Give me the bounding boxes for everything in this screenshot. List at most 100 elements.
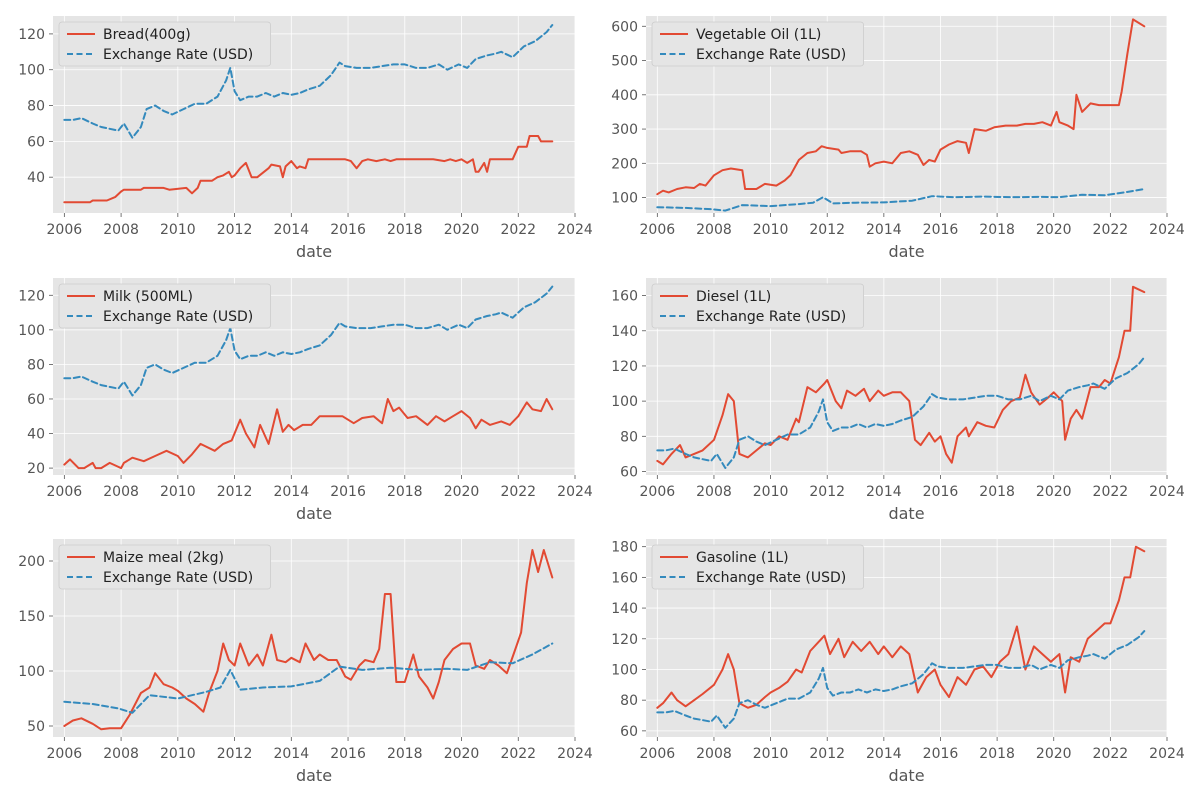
x-tick-label: 2006: [47, 746, 83, 762]
x-tick-label: 2010: [753, 484, 789, 500]
x-tick-label: 2020: [444, 484, 480, 500]
legend-entry-label: Milk (500ML): [103, 289, 193, 305]
x-tick-label: 2018: [979, 746, 1015, 762]
x-tick-label: 2018: [979, 484, 1015, 500]
x-tick-label: 2008: [696, 222, 732, 238]
y-tick-label: 80: [27, 357, 45, 373]
x-tick-label: 2014: [273, 484, 309, 500]
series-line-price: [656, 545, 1146, 709]
legend-entry-label: Vegetable Oil (1L): [696, 27, 821, 43]
x-tick-label: 2006: [47, 222, 83, 238]
y-tick-label: 60: [620, 464, 638, 480]
x-tick-label: 2012: [809, 484, 845, 500]
legend-entry-label: Exchange Rate (USD): [696, 309, 846, 325]
x-tick-label: 2022: [1093, 746, 1129, 762]
y-tick-label: 60: [27, 392, 45, 408]
y-tick-label: 100: [611, 191, 638, 207]
x-tick-label: 2010: [753, 222, 789, 238]
y-tick-label: 120: [18, 27, 45, 43]
y-tick-label: 100: [611, 662, 638, 678]
chart-panel-1: 2006 2008 2010 2012 2014 2016 2018 2020 2022 2024…: [18, 16, 593, 261]
series-line-exchange-rate: [656, 356, 1146, 469]
x-tick-label: 2016: [330, 746, 366, 762]
legend-box: [58, 21, 272, 67]
y-tick-label: 180: [611, 540, 638, 556]
legend: Milk (500ML) Exchange Rate (USD): [58, 283, 272, 329]
y-tick-label: 120: [18, 288, 45, 304]
legend-box: [58, 544, 272, 590]
x-tick-label: 2016: [330, 222, 366, 238]
x-tick-label: 2016: [330, 484, 366, 500]
x-tick-label: 2024: [557, 222, 593, 238]
y-tick-label: 120: [611, 359, 638, 375]
legend-entry-label: Exchange Rate (USD): [696, 570, 846, 586]
legend-entry-label: Diesel (1L): [696, 289, 771, 305]
x-tick-label: 2008: [696, 484, 732, 500]
series-line-price: [656, 285, 1146, 466]
y-tick-label: 40: [27, 427, 45, 443]
legend-box: [651, 21, 865, 67]
x-tick-label: 2022: [1093, 222, 1129, 238]
series-line-price: [656, 18, 1146, 196]
x-tick-label: 2010: [160, 484, 196, 500]
x-tick-label: 2018: [387, 484, 423, 500]
x-tick-label: 2012: [217, 484, 253, 500]
legend: Bread(400g) Exchange Rate (USD): [58, 21, 272, 67]
x-tick-label: 2006: [640, 746, 676, 762]
y-tick-label: 300: [611, 122, 638, 138]
y-tick-label: 80: [620, 693, 638, 709]
chart-panel-3: 2006 2008 2010 2012 2014 2016 2018 2020 2022 2024…: [18, 278, 593, 523]
x-tick-label: 2024: [1149, 746, 1185, 762]
y-tick-label: 140: [611, 601, 638, 617]
series-line-price: [63, 549, 554, 731]
y-tick-label: 60: [27, 134, 45, 150]
y-tick-label: 200: [18, 554, 45, 570]
legend-entry-label: Exchange Rate (USD): [696, 47, 846, 63]
chart-panel-6: 2006 2008 2010 2012 2014 2016 2018 2020 2022 2024…: [611, 539, 1185, 785]
y-tick-label: 160: [611, 570, 638, 586]
x-tick-label: 2020: [1036, 222, 1072, 238]
x-tick-label: 2022: [500, 484, 536, 500]
y-tick-label: 150: [18, 609, 45, 625]
y-tick-label: 100: [18, 664, 45, 680]
x-axis-title: date: [296, 766, 332, 785]
chart-panel-2: 2006 2008 2010 2012 2014 2016 2018 2020 2022 2024…: [611, 16, 1185, 261]
y-tick-label: 100: [18, 63, 45, 79]
legend-entry-label: Bread(400g): [103, 27, 191, 43]
x-axis-title: date: [888, 242, 924, 261]
x-tick-label: 2016: [923, 484, 959, 500]
x-axis-title: date: [888, 504, 924, 523]
y-tick-label: 80: [620, 429, 638, 445]
x-tick-label: 2008: [103, 222, 139, 238]
x-tick-label: 2012: [809, 222, 845, 238]
y-tick-label: 500: [611, 54, 638, 70]
legend-box: [58, 283, 272, 329]
x-tick-label: 2020: [1036, 746, 1072, 762]
x-tick-label: 2014: [866, 222, 902, 238]
y-tick-label: 400: [611, 88, 638, 104]
legend-entry-label: Exchange Rate (USD): [103, 47, 253, 63]
y-tick-label: 100: [611, 394, 638, 410]
x-axis-title: date: [888, 766, 924, 785]
series-line-price: [63, 135, 554, 204]
legend: Maize meal (2kg) Exchange Rate (USD): [58, 544, 272, 590]
x-tick-label: 2022: [500, 746, 536, 762]
y-tick-label: 20: [27, 461, 45, 477]
x-tick-label: 2024: [1149, 222, 1185, 238]
x-tick-label: 2014: [273, 222, 309, 238]
legend-entry-label: Exchange Rate (USD): [103, 570, 253, 586]
series-line-price: [63, 398, 554, 470]
series-line-exchange-rate: [63, 642, 554, 714]
legend-entry-label: Maize meal (2kg): [103, 550, 224, 566]
legend: Gasoline (1L) Exchange Rate (USD): [651, 544, 865, 590]
x-tick-label: 2018: [387, 222, 423, 238]
x-tick-label: 2008: [103, 746, 139, 762]
x-tick-label: 2012: [217, 222, 253, 238]
x-axis-title: date: [296, 242, 332, 261]
legend: Vegetable Oil (1L) Exchange Rate (USD): [651, 21, 865, 67]
legend-box: [651, 283, 865, 329]
x-tick-label: 2022: [500, 222, 536, 238]
legend-entry-label: Exchange Rate (USD): [103, 309, 253, 325]
x-tick-label: 2006: [640, 222, 676, 238]
x-tick-label: 2010: [160, 222, 196, 238]
